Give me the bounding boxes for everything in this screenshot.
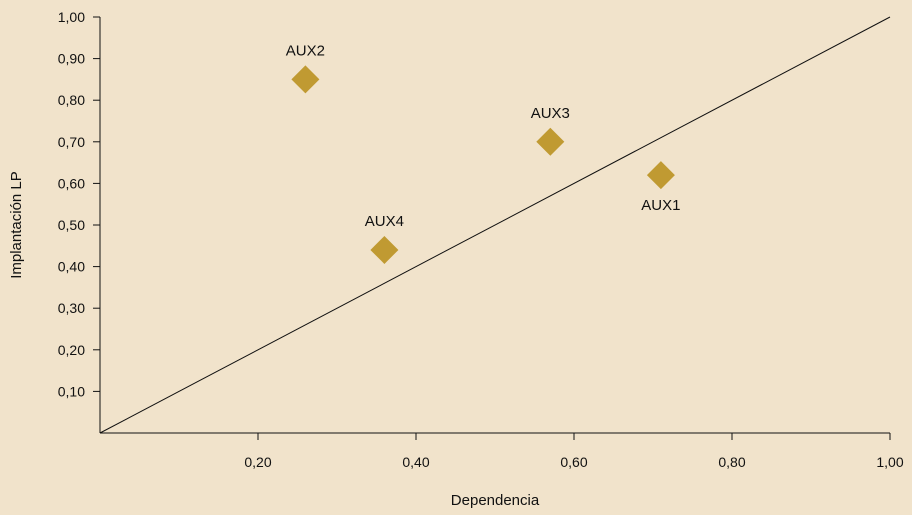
y-tick-label: 0,20 <box>58 342 85 358</box>
data-points: AUX1 AUX2 AUX3 AUX4 <box>286 42 680 264</box>
y-tick-label: 0,80 <box>58 92 85 108</box>
y-tick-label: 0,50 <box>58 217 85 233</box>
y-tick-label: 0,40 <box>58 259 85 275</box>
diagonal-reference-line <box>99 16 891 434</box>
x-tick-label: 0,60 <box>560 454 587 470</box>
data-point-marker <box>646 161 675 190</box>
x-axis-title: Dependencia <box>451 492 540 509</box>
y-ticks: 0,10 0,20 0,30 0,40 0,50 0,60 0,70 0,80 0,90 1,00 <box>58 9 100 399</box>
x-tick-label: 0,40 <box>402 454 429 470</box>
y-tick-label: 1,00 <box>58 9 85 25</box>
x-tick-label: 0,20 <box>244 454 271 470</box>
data-point-marker <box>536 127 565 156</box>
y-axis-title: Implantación LP <box>8 171 25 279</box>
y-tick-label: 0,10 <box>58 383 85 399</box>
y-tick-label: 0,30 <box>58 300 85 316</box>
y-tick-label: 0,70 <box>58 134 85 150</box>
y-tick-label: 0,60 <box>58 175 85 191</box>
x-tick-label: 0,80 <box>718 454 745 470</box>
y-tick-label: 0,90 <box>58 51 85 67</box>
x-ticks: 0,20 0,40 0,60 0,80 1,00 <box>244 433 904 470</box>
data-point-label: AUX4 <box>365 213 404 230</box>
data-point-label: AUX3 <box>531 105 570 122</box>
x-tick-label: 1,00 <box>876 454 903 470</box>
data-point-label: AUX2 <box>286 42 325 59</box>
data-point-marker <box>291 65 320 94</box>
data-point-marker <box>370 235 399 264</box>
data-point-label: AUX1 <box>641 197 680 214</box>
